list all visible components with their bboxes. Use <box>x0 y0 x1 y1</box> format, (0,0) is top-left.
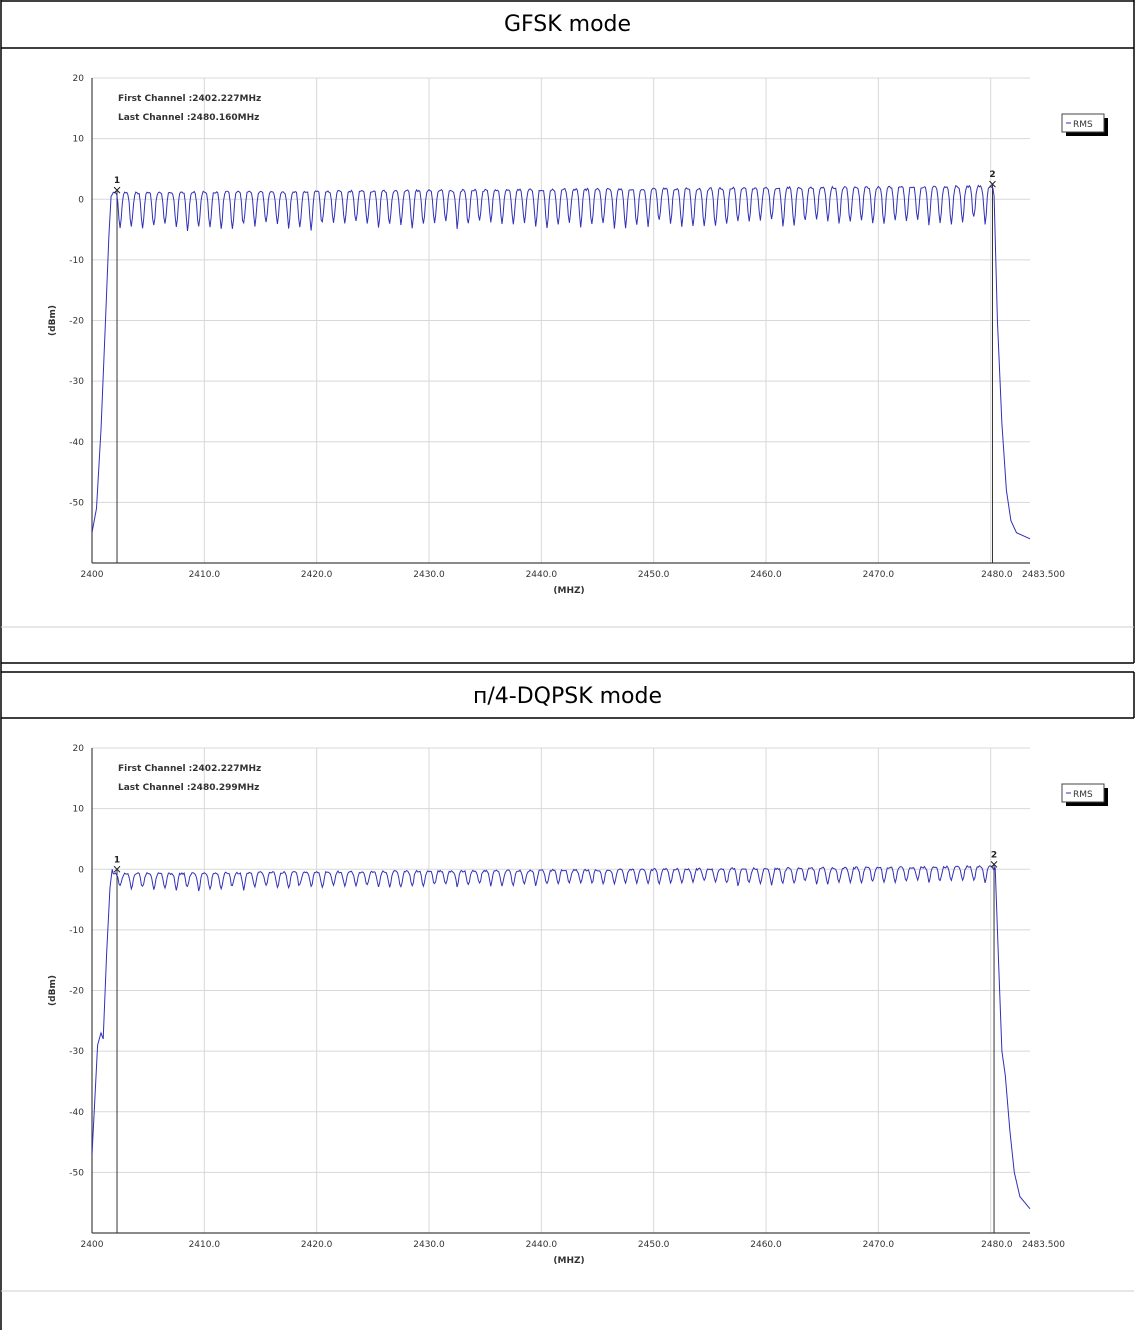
y-tick-label: 0 <box>78 195 84 205</box>
marker-cross <box>113 186 121 194</box>
x-tick-label: 2410.0 <box>189 570 221 580</box>
marker-cross <box>113 865 121 873</box>
x-tick-label: 2420.0 <box>301 1240 333 1250</box>
legend: RMS <box>1061 113 1108 136</box>
x-tick-label: 2410.0 <box>189 1240 221 1250</box>
marker-2: 2 <box>990 850 998 868</box>
y-tick-label: 0 <box>78 865 84 875</box>
x-tick-label: 2483.500 <box>1022 1240 1065 1250</box>
y-tick-label: -30 <box>69 1047 84 1057</box>
rms-trace <box>91 184 1031 540</box>
spectrum-chart-dqpsk: 20 10 0 -10 -20 -30 -40 -50 2400 2410.0 2420.0 2430… <box>48 744 1108 1266</box>
x-tick-label: 2440.0 <box>526 1240 558 1250</box>
y-tick-label: -20 <box>69 317 84 327</box>
y-tick-label: 10 <box>73 805 85 815</box>
x-tick-label: 2400 <box>81 570 104 580</box>
legend-entry: RMS <box>1073 790 1093 800</box>
y-tick-label: -50 <box>69 1168 84 1178</box>
spectrum-chart-gfsk: 20 10 0 -10 -20 -30 -40 -50 2400 2410.0 2420.0 2430… <box>48 74 1108 596</box>
x-tick-label: 2430.0 <box>413 1240 445 1250</box>
channel-annotation: First Channel :2402.227MHz <box>118 764 261 774</box>
y-tick-label: 10 <box>73 135 85 145</box>
y-axis-label: (dBm) <box>48 975 58 1006</box>
y-tick-label: -10 <box>69 926 84 936</box>
x-tick-label: 2400 <box>81 1240 104 1250</box>
x-tick-label: 2440.0 <box>526 570 558 580</box>
x-tick-label: 2430.0 <box>413 570 445 580</box>
legend-box <box>1061 113 1105 133</box>
x-tick-label: 2420.0 <box>301 570 333 580</box>
y-axis-label: (dBm) <box>48 305 58 336</box>
legend-box <box>1061 783 1105 803</box>
x-tick-label: 2470.0 <box>863 570 895 580</box>
y-tick-label: -50 <box>69 498 84 508</box>
marker-2: 2 <box>989 170 996 188</box>
marker-label: 2 <box>991 850 997 860</box>
rms-trace <box>91 864 1031 1210</box>
y-tick-label: -20 <box>69 987 84 997</box>
y-tick-label: -30 <box>69 377 84 387</box>
x-tick-label: 2450.0 <box>638 570 670 580</box>
y-tick-label: -40 <box>69 438 84 448</box>
legend: RMS <box>1061 783 1108 806</box>
section-title-gfsk: GFSK mode <box>503 12 632 37</box>
x-tick-label: 2470.0 <box>863 1240 895 1250</box>
x-tick-label: 2483.500 <box>1022 570 1065 580</box>
channel-annotation: Last Channel :2480.160MHz <box>118 113 259 123</box>
marker-label: 1 <box>114 176 120 186</box>
grid <box>92 747 1030 1233</box>
marker-1: 1 <box>113 855 121 873</box>
marker-cross <box>989 180 996 188</box>
y-tick-label: -10 <box>69 256 84 266</box>
x-axis-label: (MHZ) <box>553 586 584 596</box>
marker-label: 2 <box>989 170 995 180</box>
channel-annotation: Last Channel :2480.299MHz <box>118 783 259 793</box>
grid <box>92 77 1030 563</box>
y-tick-label: 20 <box>73 74 85 84</box>
marker-1: 1 <box>113 176 121 194</box>
x-tick-label: 2480.0 <box>981 1240 1013 1250</box>
x-tick-label: 2460.0 <box>750 570 782 580</box>
x-tick-label: 2480.0 <box>981 570 1013 580</box>
legend-entry: RMS <box>1073 120 1093 130</box>
marker-label: 1 <box>114 855 120 865</box>
x-axis-label: (MHZ) <box>553 1256 584 1266</box>
y-tick-label: 20 <box>73 744 85 754</box>
x-tick-label: 2450.0 <box>638 1240 670 1250</box>
section-title-dqpsk: п/4-DQPSK mode <box>472 684 663 709</box>
x-tick-label: 2460.0 <box>750 1240 782 1250</box>
marker-cross <box>990 861 998 868</box>
channel-annotation: First Channel :2402.227MHz <box>118 94 261 104</box>
y-tick-label: -40 <box>69 1108 84 1118</box>
